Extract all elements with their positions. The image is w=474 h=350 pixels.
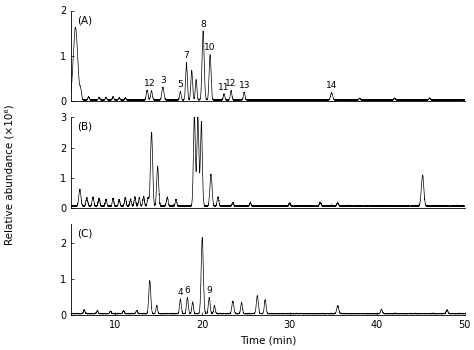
Text: 10: 10 xyxy=(204,43,216,52)
X-axis label: Time (min): Time (min) xyxy=(240,335,296,345)
Text: (A): (A) xyxy=(77,15,92,25)
Text: 13: 13 xyxy=(238,81,250,90)
Text: 8: 8 xyxy=(200,20,206,29)
Text: 2: 2 xyxy=(149,79,155,89)
Text: 9: 9 xyxy=(206,286,212,295)
Text: 7: 7 xyxy=(183,51,190,60)
Text: (B): (B) xyxy=(77,122,92,132)
Text: (C): (C) xyxy=(77,229,92,239)
Text: 6: 6 xyxy=(184,286,190,295)
Text: 1: 1 xyxy=(144,78,150,88)
Text: 12: 12 xyxy=(226,79,237,89)
Text: 4: 4 xyxy=(178,288,183,297)
Text: 11: 11 xyxy=(219,83,230,92)
Text: Relative abundance (×10⁶): Relative abundance (×10⁶) xyxy=(4,105,15,245)
Text: 3: 3 xyxy=(160,76,166,85)
Text: 5: 5 xyxy=(177,80,183,89)
Text: 14: 14 xyxy=(326,81,337,90)
